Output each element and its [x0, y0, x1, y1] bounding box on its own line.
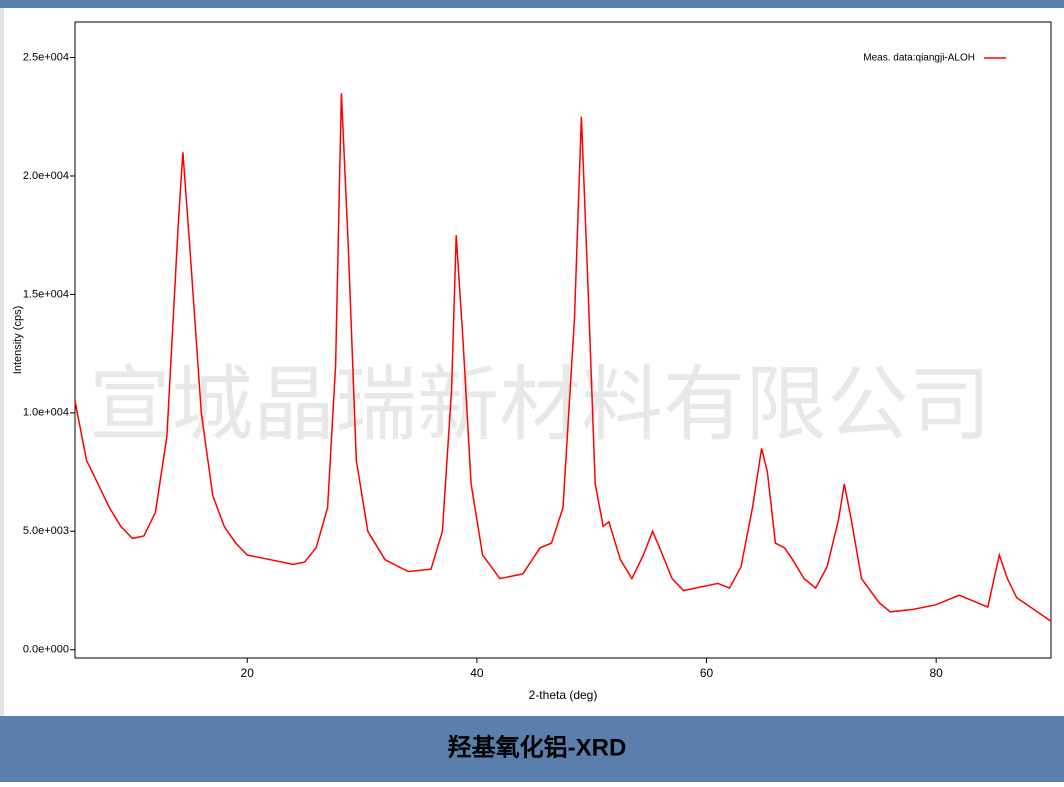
y-tick-label: 0.0e+000: [23, 644, 69, 656]
top-bar: [0, 0, 1064, 8]
y-tick-label: 5.0e+003: [23, 525, 69, 537]
left-strip: [0, 8, 4, 716]
watermark: 宣城晶瑞新材料有限公司: [89, 357, 991, 452]
y-tick-label: 1.0e+004: [23, 407, 69, 419]
y-tick-label: 2.5e+004: [23, 51, 69, 63]
y-axis-label: Intensity (cps): [12, 306, 24, 374]
data-line: [74, 93, 1052, 622]
legend-label: Meas. data:qiangji-ALOH: [863, 53, 975, 64]
x-tick-label: 40: [470, 666, 484, 680]
x-tick-label: 20: [241, 666, 255, 680]
chart-title: 羟基氧化铝-XRD: [448, 733, 627, 761]
x-axis-label: 2-theta (deg): [529, 688, 598, 702]
bottom-bar: [0, 716, 1064, 782]
y-tick-label: 2.0e+004: [23, 170, 69, 182]
x-tick-label: 60: [700, 666, 714, 680]
plot-frame: [74, 21, 1052, 659]
x-tick-label: 80: [929, 666, 943, 680]
y-tick-label: 1.5e+004: [23, 288, 69, 300]
